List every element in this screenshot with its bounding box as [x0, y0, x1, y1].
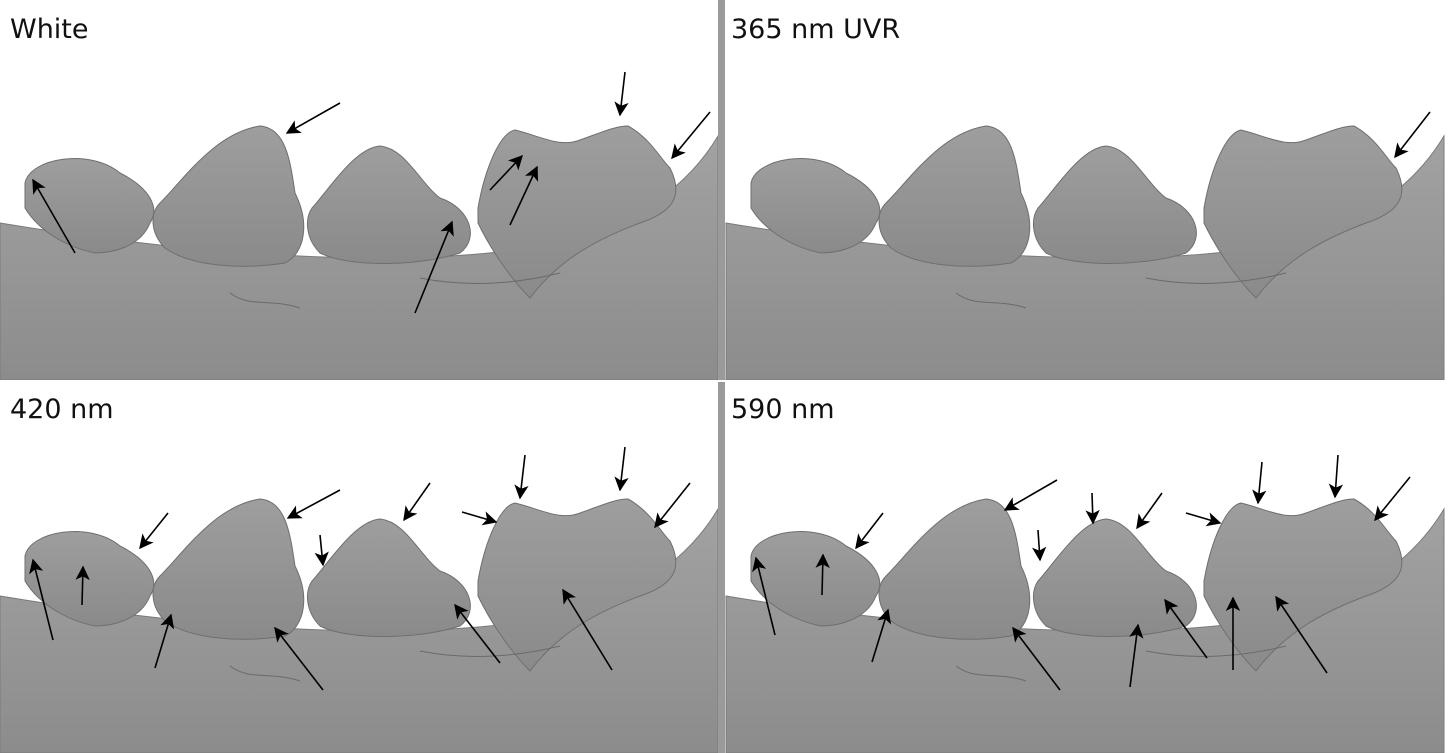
arrow [1186, 513, 1220, 523]
arrow [1038, 530, 1040, 560]
divider [0, 380, 1450, 382]
arrow [404, 483, 430, 520]
panel-365: 365 nm UVR [726, 14, 1444, 380]
arrow [140, 513, 168, 548]
shape [0, 499, 718, 753]
arrow [655, 483, 690, 527]
arrow [1335, 455, 1338, 497]
arrow [288, 490, 340, 518]
divider [718, 0, 725, 753]
panel-590: 590 nm [726, 394, 1444, 753]
shape [1395, 112, 1430, 157]
panel-white: White [0, 14, 718, 380]
arrow [462, 512, 496, 522]
arrow [1137, 493, 1162, 528]
arrow [320, 535, 323, 565]
panel-label: 420 nm [10, 394, 114, 425]
arrow [1395, 112, 1430, 157]
figure: White 365 nm UVR 420 nm [0, 0, 1450, 753]
arrow [1092, 493, 1093, 523]
shape [726, 499, 1444, 753]
arrow [856, 513, 883, 548]
arrow [1005, 480, 1057, 510]
panel-label: 590 nm [731, 394, 835, 425]
shape [0, 126, 718, 380]
arrow [82, 567, 83, 605]
arrow [620, 447, 625, 490]
shape [726, 126, 1444, 380]
arrow [822, 555, 823, 595]
panel-label: White [10, 14, 89, 45]
panel-label: 365 nm UVR [731, 14, 900, 45]
panel-420: 420 nm [0, 394, 718, 753]
arrow [672, 112, 710, 158]
arrow [620, 72, 625, 115]
arrow [287, 103, 340, 133]
arrow [520, 455, 525, 498]
arrow [1258, 462, 1262, 503]
arrow [1375, 477, 1410, 520]
